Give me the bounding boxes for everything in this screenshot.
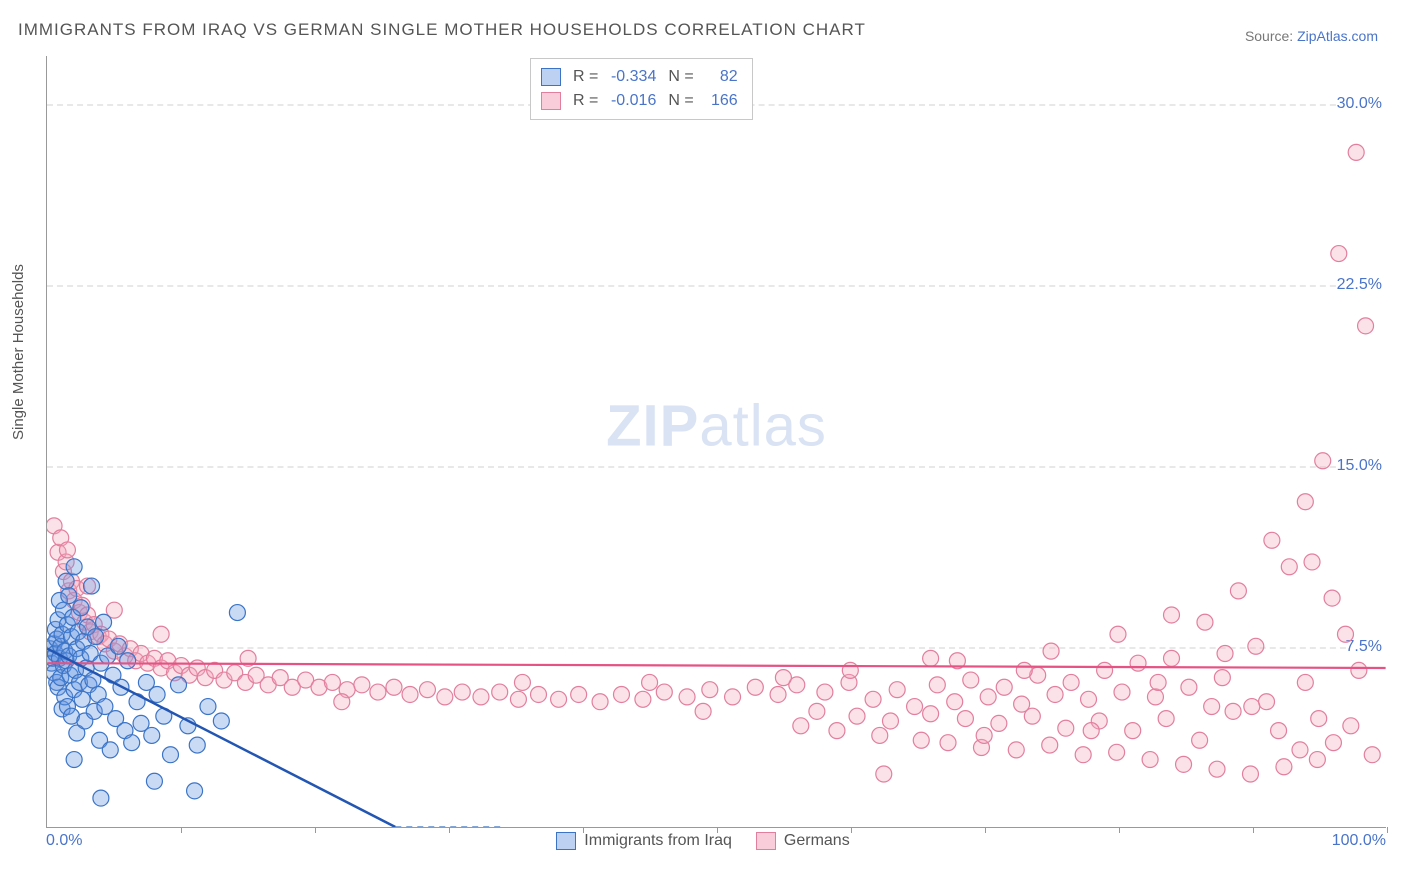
r-value-german: -0.016	[606, 89, 656, 113]
legend-label-iraq: Immigrants from Iraq	[584, 832, 732, 850]
chart-title: IMMIGRANTS FROM IRAQ VS GERMAN SINGLE MO…	[18, 20, 866, 40]
stats-row-german: R = -0.016 N = 166	[541, 89, 738, 113]
plot-area: ZIPatlas 7.5%15.0%22.5%30.0%	[46, 56, 1386, 828]
source-site: ZipAtlas.com	[1297, 28, 1378, 44]
stats-legend: R = -0.334 N = 82 R = -0.016 N = 166	[530, 58, 753, 120]
legend-swatch-german	[756, 832, 776, 850]
legend-item-iraq: Immigrants from Iraq	[556, 832, 732, 850]
legend-label-german: Germans	[784, 832, 850, 850]
r-label: R =	[573, 89, 598, 113]
y-axis-title: Single Mother Households	[10, 264, 27, 440]
source-label: Source:	[1245, 28, 1297, 44]
chart-svg	[47, 56, 1386, 827]
swatch-german	[541, 92, 561, 110]
n-label: N =	[668, 89, 693, 113]
n-value-iraq: 82	[704, 65, 738, 89]
r-value-iraq: -0.334	[606, 65, 656, 89]
n-label: N =	[668, 65, 693, 89]
n-value-german: 166	[704, 89, 738, 113]
source-attribution: Source: ZipAtlas.com	[1245, 28, 1378, 44]
series-legend: Immigrants from Iraq Germans	[0, 832, 1406, 850]
legend-item-german: Germans	[756, 832, 850, 850]
r-label: R =	[573, 65, 598, 89]
swatch-iraq	[541, 68, 561, 86]
legend-swatch-iraq	[556, 832, 576, 850]
stats-row-iraq: R = -0.334 N = 82	[541, 65, 738, 89]
